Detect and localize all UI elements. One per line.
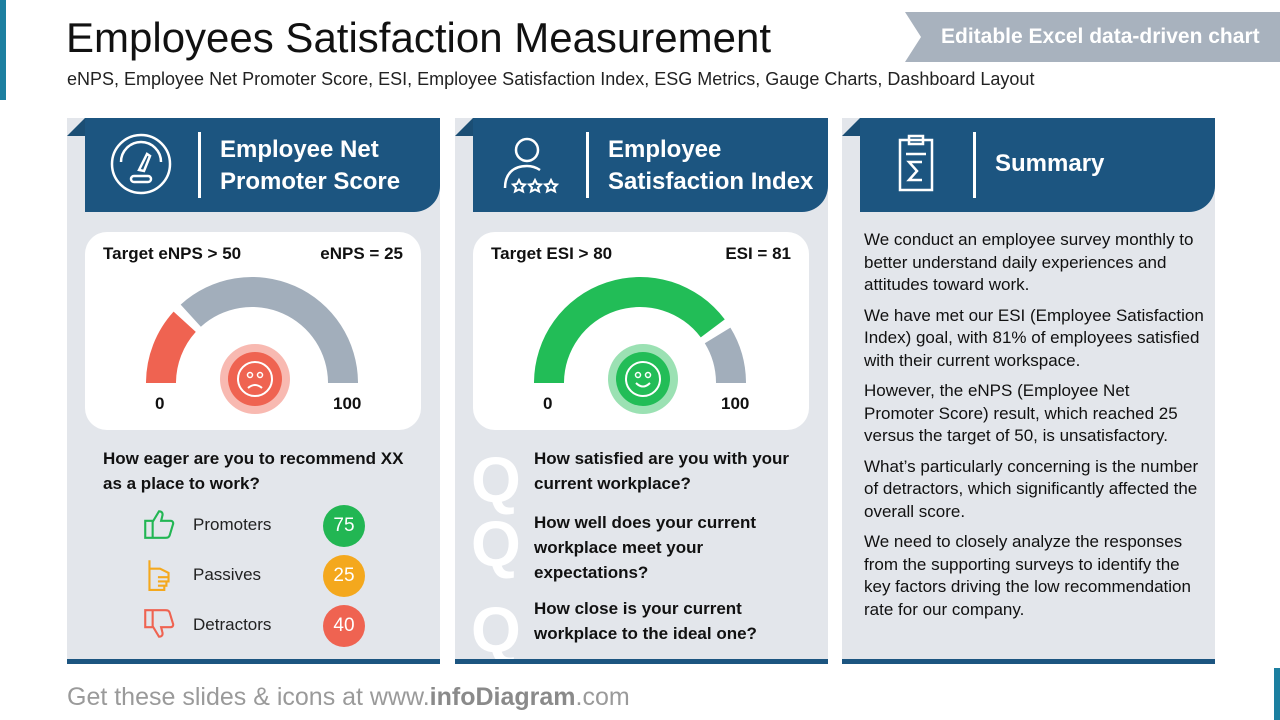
esi-title: Employee Satisfaction Index (608, 136, 814, 195)
summary-header: Summary (860, 118, 1215, 212)
thumbs-up-icon (144, 510, 175, 539)
gauge-max: 100 (333, 394, 362, 413)
panel-corner (67, 118, 85, 136)
enps-gauge-card: Target eNPS > 50 eNPS = 25 0 100 (85, 232, 421, 430)
gauge-min: 0 (543, 394, 553, 413)
enps-title: Employee Net Promoter Score (220, 136, 401, 195)
header-divider (198, 132, 201, 198)
q-mark-icon: Q (471, 594, 521, 666)
summary-paragraph: We need to closely analyze the responses… (864, 532, 1191, 619)
gauge-max: 100 (721, 394, 750, 413)
happy-face-icon (608, 344, 678, 414)
page-title: Employees Satisfaction Measurement (66, 14, 771, 61)
user-rating-icon (503, 137, 560, 194)
enps-value: eNPS = 25 (320, 244, 403, 263)
gauge-icon (110, 133, 172, 195)
gauge-min: 0 (155, 394, 165, 413)
gauge-value-arc (146, 311, 196, 383)
enps-target: Target eNPS > 50 (103, 244, 242, 263)
esi-question: How well does your current workplace meet… (534, 513, 756, 582)
panel-bottom-bar (842, 659, 1215, 664)
summary-title: Summary (995, 150, 1105, 177)
legend-value-badge: 75 (323, 505, 365, 547)
enps-header: Employee Net Promoter Score (85, 118, 440, 212)
summary-text: We conduct an employee survey monthly to… (864, 229, 1204, 629)
q-mark-icon: Q (471, 444, 521, 516)
summary-panel: Summary We conduct an employee survey mo… (842, 118, 1215, 664)
legend-label: Detractors (193, 615, 272, 634)
thumb-side-icon (148, 560, 170, 591)
esi-header: Employee Satisfaction Index (473, 118, 828, 212)
legend-label: Passives (193, 565, 262, 584)
legend-value-badge: 25 (323, 555, 365, 597)
summary-paragraph: What’s particularly concerning is the nu… (864, 456, 1199, 521)
thumbs-down-icon (144, 609, 175, 638)
summary-paragraph: We conduct an employee survey monthly to… (864, 230, 1194, 294)
page-subtitle: eNPS, Employee Net Promoter Score, ESI, … (67, 69, 1035, 89)
header-divider (973, 132, 976, 198)
esi-gauge-card: Target ESI > 80 ESI = 81 0 100 (473, 232, 809, 430)
summary-paragraph: We have met our ESI (Employee Satisfacti… (864, 305, 1204, 370)
footer-promo: Get these slides & icons at www.infoDiag… (67, 683, 630, 711)
esi-gauge (534, 277, 746, 414)
gauge-value-arc (534, 277, 725, 383)
enps-panel: Employee Net Promoter Score Target eNPS >… (67, 118, 440, 664)
esi-value: ESI = 81 (725, 244, 791, 263)
gauge-track-arc (180, 277, 358, 383)
enps-question: How eager are you to recommend XX as a pl… (103, 449, 404, 493)
panel-bottom-bar (67, 659, 440, 664)
summary-paragraph: However, the eNPS (Employee Net Promoter… (864, 381, 1178, 445)
panel-corner (842, 118, 860, 136)
accent-bar (1274, 668, 1280, 720)
editable-chart-banner: Editable Excel data-driven chart (905, 12, 1280, 62)
esi-panel: Employee Satisfaction Index Target ESI > … (455, 118, 828, 664)
legend-label: Promoters (193, 515, 272, 534)
sad-face-icon (220, 344, 290, 414)
clipboard-sum-icon (898, 134, 934, 192)
esi-target: Target ESI > 80 (491, 244, 613, 263)
accent-bar (0, 0, 6, 100)
q-mark-icon: Q (471, 508, 521, 580)
esi-question: How satisfied are you with your current w… (534, 449, 790, 493)
esi-question: How close is your current workplace to th… (534, 599, 757, 643)
panel-corner (455, 118, 473, 136)
legend-value-badge: 40 (323, 605, 365, 647)
panel-bottom-bar (455, 659, 828, 664)
header-divider (586, 132, 589, 198)
gauge-track-arc (704, 327, 746, 383)
enps-gauge (146, 277, 358, 414)
